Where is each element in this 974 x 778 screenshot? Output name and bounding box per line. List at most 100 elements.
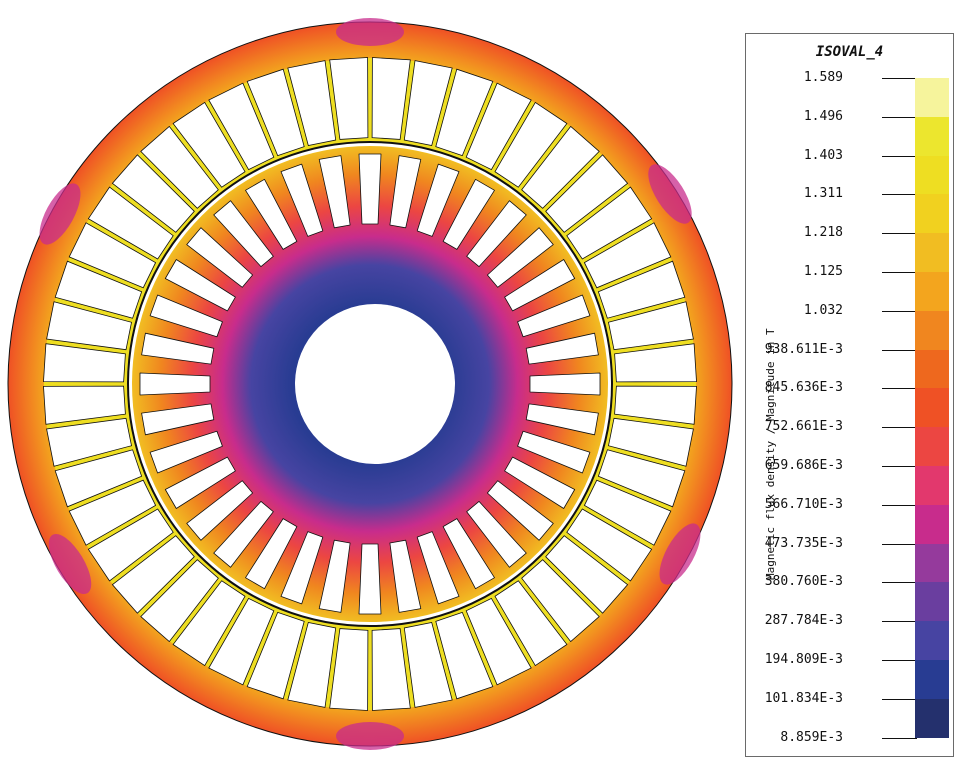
rotor-slot: [525, 332, 599, 365]
rotor-slot: [466, 500, 527, 568]
stator-slot: [566, 186, 653, 260]
legend-value-label: 1.496: [803, 108, 843, 124]
legend-color-swatch: [915, 582, 949, 622]
legend-value-label: 194.809E-3: [764, 652, 843, 667]
legend-color-swatch: [915, 233, 949, 272]
rotor-slot: [389, 155, 422, 229]
stator-slot: [111, 535, 195, 614]
legend-tick: [882, 388, 917, 390]
stator-slot: [403, 60, 453, 146]
stator-slot: [597, 260, 686, 319]
stator-slot: [46, 417, 132, 467]
legend-panel: ISOVAL_4 Magnetic flux density / Magnitu…: [745, 33, 954, 757]
legend-tick: [882, 427, 917, 429]
legend-value-label: 101.834E-3: [764, 690, 843, 706]
rim-low-flux-region: [648, 164, 692, 224]
stator-slot: [172, 101, 246, 188]
rotor-slot: [280, 163, 324, 237]
stator-slot: [287, 60, 337, 146]
stator-slot: [494, 580, 568, 667]
rotor-slot: [141, 332, 215, 365]
legend-value-label: 752.661E-3: [764, 419, 843, 435]
stator-slot: [43, 343, 126, 383]
rotor-slot: [139, 372, 211, 396]
stator-slot: [465, 597, 532, 686]
stator-slot: [583, 222, 672, 289]
stator-slot: [521, 559, 600, 643]
rotor-slot: [186, 480, 254, 541]
stator-slot: [208, 82, 275, 171]
legend-color-swatch: [915, 155, 949, 195]
rotor-slot: [149, 294, 223, 338]
legend-color-swatch: [915, 543, 949, 583]
legend-tick: [882, 582, 917, 584]
rim-low-flux-region: [336, 722, 404, 750]
legend-tick: [882, 194, 917, 196]
legend-color-swatch: [915, 698, 949, 738]
legend-color-swatch: [915, 388, 949, 428]
rim-low-flux-region: [48, 533, 92, 595]
stator-slot: [435, 68, 494, 157]
legend-value-label: 1.311: [803, 186, 843, 202]
legend-tick: [882, 660, 917, 661]
rotor-slot: [164, 456, 236, 509]
rotor-slot: [442, 518, 495, 590]
legend-color-swatch: [915, 621, 949, 660]
stator-slot: [583, 479, 672, 546]
stator-slot: [140, 125, 219, 209]
rotor-slot: [245, 178, 298, 250]
stator-slot: [597, 449, 686, 508]
rotor-slot: [318, 539, 351, 613]
rotor-slot: [486, 227, 554, 288]
stator-slot: [608, 301, 694, 351]
stator-slot: [608, 417, 694, 467]
stator-slot: [329, 57, 369, 140]
rotor-slot: [164, 259, 236, 312]
flux-density-plot: [7, 18, 733, 750]
stator-slot: [68, 479, 157, 546]
stator-slot: [111, 154, 195, 233]
legend-tick: [882, 737, 917, 739]
stator-slot: [87, 186, 174, 260]
legend-tick: [882, 272, 917, 273]
stator-slot: [54, 260, 143, 319]
rotor-slot: [141, 403, 215, 436]
rotor-slot: [389, 539, 422, 613]
legend-tick: [882, 310, 917, 312]
legend-color-swatch: [915, 78, 949, 117]
legend-tick: [882, 155, 917, 157]
stator-slot: [54, 449, 143, 508]
stator-slot: [403, 622, 453, 708]
legend-color-swatch: [915, 116, 949, 156]
stator-slot: [246, 611, 305, 700]
rotor-slot: [504, 259, 576, 312]
rotor-slot: [213, 500, 274, 568]
stator-slot: [43, 385, 126, 425]
rotor-slot: [280, 531, 324, 605]
legend-value-label: 1.125: [803, 264, 843, 279]
legend-scale: 1.589 1.496 1.403 1.311 1.218 1.125 1.032 938.6…: [746, 34, 953, 756]
rotor-slot: [466, 200, 527, 268]
legend-tick: [882, 621, 917, 623]
stator-slot: [494, 101, 568, 188]
legend-color-swatch: [915, 310, 949, 350]
legend-color-swatch: [915, 427, 949, 466]
legend-value-label: 566.710E-3: [764, 496, 843, 512]
rotor-slot: [245, 518, 298, 590]
legend-value-label: 938.611E-3: [764, 341, 843, 357]
rotor-slot: [358, 543, 382, 615]
legend-value-label: 8.859E-3: [780, 729, 843, 745]
stator-slot: [287, 622, 337, 708]
stator-slot: [68, 222, 157, 289]
stator-slot: [371, 57, 411, 140]
legend-value-label: 1.403: [803, 147, 843, 163]
legend-color-swatch: [915, 272, 949, 311]
rotor-slot: [416, 531, 460, 605]
legend-color-swatch: [915, 660, 949, 699]
legend-color-swatch: [915, 194, 949, 234]
legend-tick: [882, 504, 917, 506]
legend-value-label: 659.686E-3: [764, 458, 843, 473]
motor-cross-section: [7, 18, 733, 750]
stator-slot: [140, 559, 219, 643]
legend-tick: [882, 466, 917, 467]
